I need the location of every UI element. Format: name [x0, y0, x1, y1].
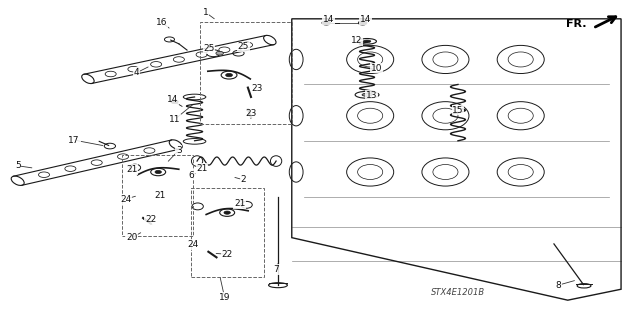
Text: 21: 21 — [126, 165, 138, 174]
Text: 19: 19 — [219, 293, 230, 302]
Text: 3: 3 — [176, 145, 182, 155]
Text: 22: 22 — [145, 215, 156, 224]
Text: 8: 8 — [556, 281, 561, 290]
Circle shape — [171, 100, 179, 104]
Text: 4: 4 — [134, 68, 140, 77]
Text: 7: 7 — [273, 265, 279, 274]
Text: 15: 15 — [452, 106, 464, 115]
Text: 17: 17 — [68, 136, 80, 145]
Circle shape — [358, 21, 367, 25]
Text: 16: 16 — [156, 18, 168, 27]
Text: 21: 21 — [196, 164, 208, 173]
Text: 25: 25 — [238, 42, 249, 51]
Circle shape — [224, 211, 230, 214]
Circle shape — [155, 170, 161, 174]
Text: 14: 14 — [167, 95, 179, 104]
Text: 24: 24 — [188, 240, 199, 249]
Text: 20: 20 — [126, 233, 138, 242]
Text: 5: 5 — [15, 161, 20, 170]
Text: 6: 6 — [189, 171, 195, 180]
Circle shape — [226, 73, 232, 77]
Text: 21: 21 — [234, 199, 245, 208]
Text: 23: 23 — [252, 84, 263, 93]
Text: 23: 23 — [245, 109, 257, 118]
Text: 11: 11 — [169, 115, 180, 124]
Text: 14: 14 — [360, 15, 371, 24]
Text: 22: 22 — [221, 250, 233, 259]
Text: 12: 12 — [351, 36, 362, 45]
Text: 25: 25 — [204, 44, 214, 53]
Text: STX4E1201B: STX4E1201B — [431, 288, 485, 297]
Circle shape — [216, 51, 223, 55]
Text: 1: 1 — [203, 8, 209, 17]
Text: 10: 10 — [371, 64, 382, 73]
Text: 14: 14 — [323, 15, 334, 24]
Text: 13: 13 — [365, 91, 377, 100]
Text: 2: 2 — [241, 175, 246, 184]
Text: 21: 21 — [154, 191, 166, 200]
Ellipse shape — [362, 93, 372, 96]
Text: FR.: FR. — [566, 19, 587, 29]
Ellipse shape — [364, 40, 371, 42]
Text: 24: 24 — [120, 195, 131, 204]
Circle shape — [322, 21, 331, 25]
